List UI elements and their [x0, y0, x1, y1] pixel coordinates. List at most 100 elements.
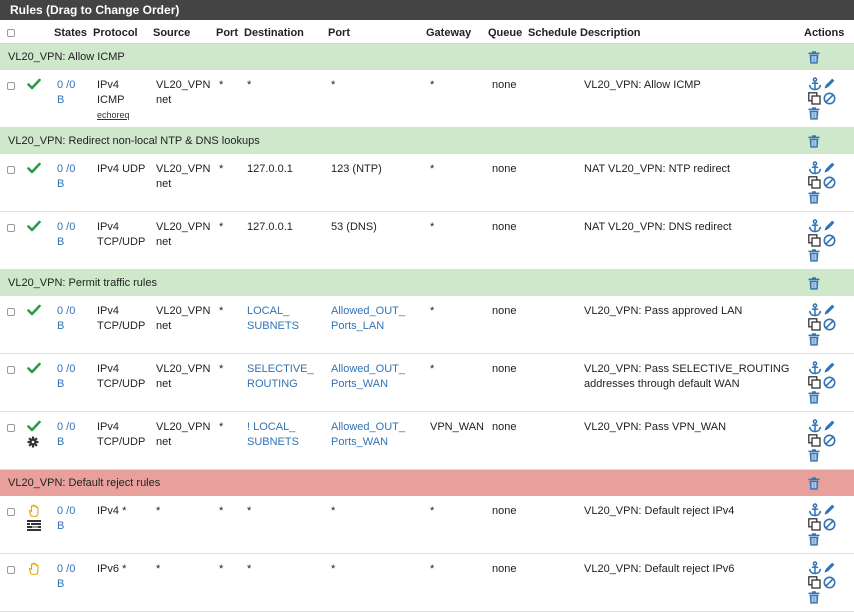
rule-checkbox[interactable]: [7, 366, 15, 374]
rule-checkbox[interactable]: [7, 166, 15, 174]
rule-checkbox[interactable]: [7, 508, 15, 516]
states-bytes[interactable]: B: [57, 436, 65, 448]
trash-icon[interactable]: [808, 333, 820, 346]
states-bytes[interactable]: B: [57, 236, 65, 248]
rule-row[interactable]: 0 /0 B IPv4 TCP/UDP VL20_VPN net * SELECTIVE_ RO…: [0, 354, 854, 412]
copy-icon[interactable]: [808, 92, 821, 105]
anchor-icon[interactable]: [808, 561, 822, 575]
anchor-icon[interactable]: [808, 503, 822, 517]
pencil-icon[interactable]: [823, 561, 836, 574]
states-count[interactable]: 0 /0: [57, 79, 76, 91]
dest-port-cell[interactable]: Allowed_OUT_ Ports_WAN: [331, 362, 405, 392]
select-all-checkbox[interactable]: [7, 29, 15, 37]
trash-icon[interactable]: [808, 449, 820, 462]
pencil-icon[interactable]: [823, 77, 836, 90]
anchor-icon[interactable]: [808, 419, 822, 433]
ban-icon[interactable]: [823, 518, 836, 531]
states-link[interactable]: 0 /0 B: [57, 562, 75, 592]
destination-cell[interactable]: SELECTIVE_ ROUTING: [247, 362, 314, 392]
anchor-icon[interactable]: [808, 161, 822, 175]
states-link[interactable]: 0 /0 B: [57, 304, 75, 334]
anchor-icon[interactable]: [808, 361, 822, 375]
header-dest-port[interactable]: Port: [328, 27, 350, 39]
header-port[interactable]: Port: [216, 27, 238, 39]
states-link[interactable]: 0 /0 B: [57, 220, 75, 250]
copy-icon[interactable]: [808, 434, 821, 447]
header-gateway[interactable]: Gateway: [426, 27, 472, 39]
rule-row[interactable]: 0 /0 B IPv4 TCP/UDP VL20_VPN net * 127.0.0.1 53 …: [0, 212, 854, 270]
trash-icon[interactable]: [808, 477, 820, 490]
copy-icon[interactable]: [808, 518, 821, 531]
states-count[interactable]: 0 /0: [57, 363, 76, 375]
anchor-icon[interactable]: [808, 77, 822, 91]
header-destination[interactable]: Destination: [244, 27, 304, 39]
trash-icon[interactable]: [808, 533, 820, 546]
rule-row[interactable]: 0 /0 B IPv4 ICMP echoreq VL20_VPN net * * * * none V…: [0, 70, 854, 128]
states-link[interactable]: 0 /0 B: [57, 162, 75, 192]
rule-checkbox[interactable]: [7, 424, 15, 432]
states-link[interactable]: 0 /0 B: [57, 78, 75, 108]
states-bytes[interactable]: B: [57, 320, 65, 332]
rule-row[interactable]: 0 /0 B IPv4 UDP VL20_VPN net * 127.0.0.1 123 (N…: [0, 154, 854, 212]
rule-row[interactable]: 0 /0 B IPv4 TCP/UDP VL20_VPN net * LOCAL_ SUBNET…: [0, 296, 854, 354]
pencil-icon[interactable]: [823, 503, 836, 516]
rule-checkbox[interactable]: [7, 308, 15, 316]
header-schedule[interactable]: Schedule: [528, 27, 577, 39]
pencil-icon[interactable]: [823, 161, 836, 174]
rule-checkbox[interactable]: [7, 566, 15, 574]
header-source[interactable]: Source: [153, 27, 191, 39]
ban-icon[interactable]: [823, 576, 836, 589]
rule-row[interactable]: 0 /0 B IPv4 TCP/UDP VL20_VPN net * ! LOCAL_ SUBN…: [0, 412, 854, 470]
trash-icon[interactable]: [808, 191, 820, 204]
rule-checkbox[interactable]: [7, 224, 15, 232]
trash-icon[interactable]: [808, 135, 820, 148]
states-link[interactable]: 0 /0 B: [57, 362, 75, 392]
ban-icon[interactable]: [823, 434, 836, 447]
rule-row[interactable]: 0 /0 B IPv4 * * * * * * none VL20_VPN: Default re…: [0, 496, 854, 554]
states-bytes[interactable]: B: [57, 520, 65, 532]
trash-icon[interactable]: [808, 391, 820, 404]
ban-icon[interactable]: [823, 92, 836, 105]
pencil-icon[interactable]: [823, 361, 836, 374]
ban-icon[interactable]: [823, 318, 836, 331]
states-count[interactable]: 0 /0: [57, 163, 76, 175]
states-count[interactable]: 0 /0: [57, 563, 76, 575]
states-bytes[interactable]: B: [57, 378, 65, 390]
states-count[interactable]: 0 /0: [57, 505, 76, 517]
rule-row[interactable]: 0 /0 B IPv6 * * * * * * none VL20_VPN: Default re…: [0, 554, 854, 612]
ban-icon[interactable]: [823, 234, 836, 247]
pencil-icon[interactable]: [823, 419, 836, 432]
copy-icon[interactable]: [808, 376, 821, 389]
states-count[interactable]: 0 /0: [57, 305, 76, 317]
trash-icon[interactable]: [808, 107, 820, 120]
states-bytes[interactable]: B: [57, 94, 65, 106]
trash-icon[interactable]: [808, 51, 820, 64]
anchor-icon[interactable]: [808, 303, 822, 317]
states-bytes[interactable]: B: [57, 578, 65, 590]
copy-icon[interactable]: [808, 576, 821, 589]
header-states[interactable]: States: [54, 27, 88, 39]
ban-icon[interactable]: [823, 376, 836, 389]
copy-icon[interactable]: [808, 176, 821, 189]
dest-port-cell[interactable]: Allowed_OUT_ Ports_WAN: [331, 420, 405, 450]
destination-cell[interactable]: LOCAL_ SUBNETS: [247, 304, 299, 334]
trash-icon[interactable]: [808, 277, 820, 290]
pencil-icon[interactable]: [823, 303, 836, 316]
destination-cell[interactable]: ! LOCAL_ SUBNETS: [247, 420, 299, 450]
states-link[interactable]: 0 /0 B: [57, 504, 75, 534]
rule-checkbox[interactable]: [7, 82, 15, 90]
header-queue[interactable]: Queue: [488, 27, 523, 39]
header-description[interactable]: Description: [580, 27, 641, 39]
header-protocol[interactable]: Protocol: [93, 27, 138, 39]
anchor-icon[interactable]: [808, 219, 822, 233]
ban-icon[interactable]: [823, 176, 836, 189]
trash-icon[interactable]: [808, 591, 820, 604]
states-link[interactable]: 0 /0 B: [57, 420, 75, 450]
copy-icon[interactable]: [808, 234, 821, 247]
states-count[interactable]: 0 /0: [57, 421, 76, 433]
pencil-icon[interactable]: [823, 219, 836, 232]
states-count[interactable]: 0 /0: [57, 221, 76, 233]
trash-icon[interactable]: [808, 249, 820, 262]
copy-icon[interactable]: [808, 318, 821, 331]
dest-port-cell[interactable]: Allowed_OUT_ Ports_LAN: [331, 304, 405, 334]
